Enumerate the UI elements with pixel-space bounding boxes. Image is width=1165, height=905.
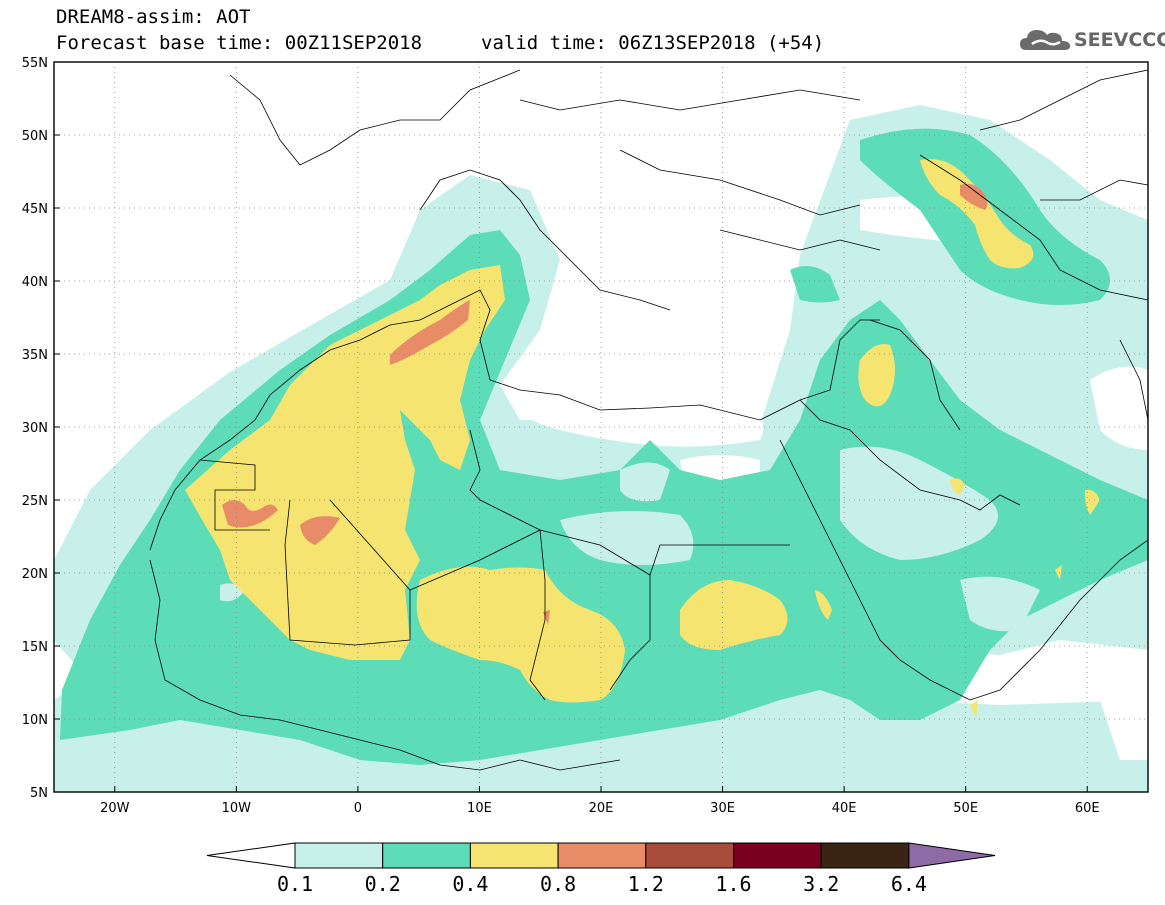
colorbar-segment — [820, 842, 910, 869]
coastlines-borders — [149, 69, 1148, 771]
lon-label: 20W — [100, 801, 130, 816]
lat-label: 5N — [30, 786, 48, 801]
longitude-labels: 20W 10W 0 10E 20E 30E 40E 50E 60E — [100, 801, 1100, 816]
lon-label: 20E — [589, 801, 614, 816]
lat-label: 50N — [22, 129, 48, 144]
colorbar-label: 0.1 — [276, 872, 314, 896]
lat-label: 55N — [22, 56, 48, 71]
forecast-time-line: Forecast base time: 00Z11SEP2018 valid ti… — [56, 32, 824, 54]
colorbar-segment — [382, 842, 471, 869]
aot-band-0-4 — [185, 159, 1100, 718]
logo-text: SEEVCCC — [1074, 29, 1165, 51]
aot-shading — [54, 105, 1148, 792]
latitude-labels: 55N 50N 45N 40N 35N 30N 25N 20N 15N 10N 5N — [22, 56, 48, 801]
colorbar-label: 0.2 — [364, 872, 401, 896]
lat-label: 20N — [22, 567, 48, 582]
lon-label: 10W — [222, 801, 252, 816]
colorbar-label: 1.6 — [715, 872, 752, 896]
lon-label: 50E — [953, 801, 978, 816]
lon-label: 10E — [467, 801, 492, 816]
aot-band-0-1-inner — [220, 446, 1040, 632]
lat-label: 45N — [22, 202, 48, 217]
lon-label: 0 — [354, 801, 362, 816]
lon-label: 40E — [832, 801, 857, 816]
lat-label: 15N — [22, 640, 48, 655]
seevccc-logo: SEEVCCC — [1018, 24, 1165, 56]
colorbar-segment — [733, 842, 822, 869]
graticule — [54, 62, 1148, 792]
lon-label: 30E — [710, 801, 735, 816]
lat-label: 25N — [22, 494, 48, 509]
colorbar-segment — [469, 842, 559, 869]
colorbar-label: 0.4 — [452, 872, 489, 896]
map-title: DREAM8-assim: AOT — [56, 6, 251, 28]
lat-label: 30N — [22, 421, 48, 436]
axis-ticks — [54, 61, 1088, 793]
valid-time: valid time: 06Z13SEP2018 (+54) — [481, 32, 825, 54]
forecast-base-time: Forecast base time: 00Z11SEP2018 — [56, 32, 423, 54]
lat-label: 10N — [22, 713, 48, 728]
colorbar — [206, 842, 996, 869]
lat-label: 40N — [22, 275, 48, 290]
colorbar-segment — [294, 842, 384, 869]
colorbar-label: 0.8 — [540, 872, 577, 896]
colorbar-segment — [645, 842, 734, 869]
lon-label: 60E — [1075, 801, 1100, 816]
lat-label: 35N — [22, 348, 48, 363]
colorbar-segment — [557, 842, 647, 869]
aot-band-0-8 — [222, 183, 988, 625]
colorbar-label: 6.4 — [890, 872, 927, 896]
cloud-icon — [1020, 30, 1070, 50]
colorbar-label: 3.2 — [803, 872, 840, 896]
colorbar-high-arrow — [908, 842, 996, 869]
colorbar-label: 1.2 — [627, 872, 664, 896]
colorbar-low-arrow — [206, 842, 296, 869]
